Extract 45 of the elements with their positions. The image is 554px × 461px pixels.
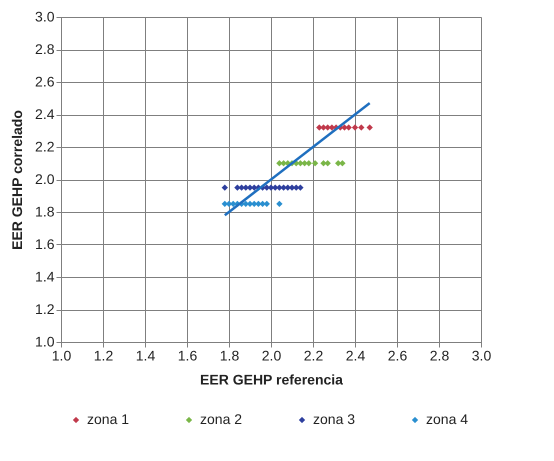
y-tick-label: 1.6 — [35, 236, 55, 252]
y-tick-label: 1.0 — [35, 334, 55, 350]
x-tick-label: 2.4 — [346, 348, 366, 364]
point — [226, 200, 232, 208]
point — [276, 200, 283, 208]
point — [312, 160, 318, 166]
y-tick-label: 1.2 — [35, 301, 55, 317]
point — [297, 184, 304, 191]
legend-label: zona 3 — [313, 411, 356, 427]
x-tick-label: 1.4 — [136, 348, 156, 364]
x-tick-label: 1.0 — [52, 348, 72, 364]
x-tick-label: 2.6 — [388, 348, 408, 364]
y-tick-label: 2.0 — [35, 171, 55, 187]
point — [346, 124, 352, 131]
point — [222, 184, 228, 191]
point — [288, 184, 296, 191]
point — [352, 124, 358, 131]
y-tick-label: 2.4 — [35, 106, 55, 122]
point — [341, 124, 348, 131]
x-tick-label: 1.8 — [220, 348, 240, 364]
x-tick-label: 2.2 — [304, 348, 324, 364]
x-tick-label: 1.2 — [94, 348, 114, 364]
x-tick-label: 2.8 — [430, 348, 450, 364]
x-tick-label: 1.6 — [178, 348, 198, 364]
point — [246, 200, 254, 208]
x-tick-label: 2.0 — [262, 348, 282, 364]
point — [320, 124, 327, 131]
x-axis-title: EER GEHP referencia — [200, 372, 344, 388]
y-axis-title: EER GEHP correlado — [9, 110, 26, 250]
y-tick-label: 3.0 — [35, 8, 55, 24]
point — [268, 184, 274, 191]
y-tick-label: 1.8 — [35, 204, 55, 220]
point — [339, 160, 346, 166]
legend-label: zona 4 — [426, 411, 468, 427]
y-tick-label: 2.2 — [35, 138, 55, 154]
point — [358, 124, 364, 131]
y-tick-label: 1.4 — [35, 268, 55, 284]
y-tick-label: 2.8 — [35, 41, 55, 57]
point — [264, 200, 270, 208]
legend-label: zona 1 — [87, 411, 130, 427]
x-tick-label: 3.0 — [472, 348, 492, 364]
y-tick-label: 2.6 — [35, 74, 55, 90]
point — [366, 124, 373, 131]
point — [246, 184, 254, 191]
legend-label: zona 2 — [200, 411, 242, 427]
